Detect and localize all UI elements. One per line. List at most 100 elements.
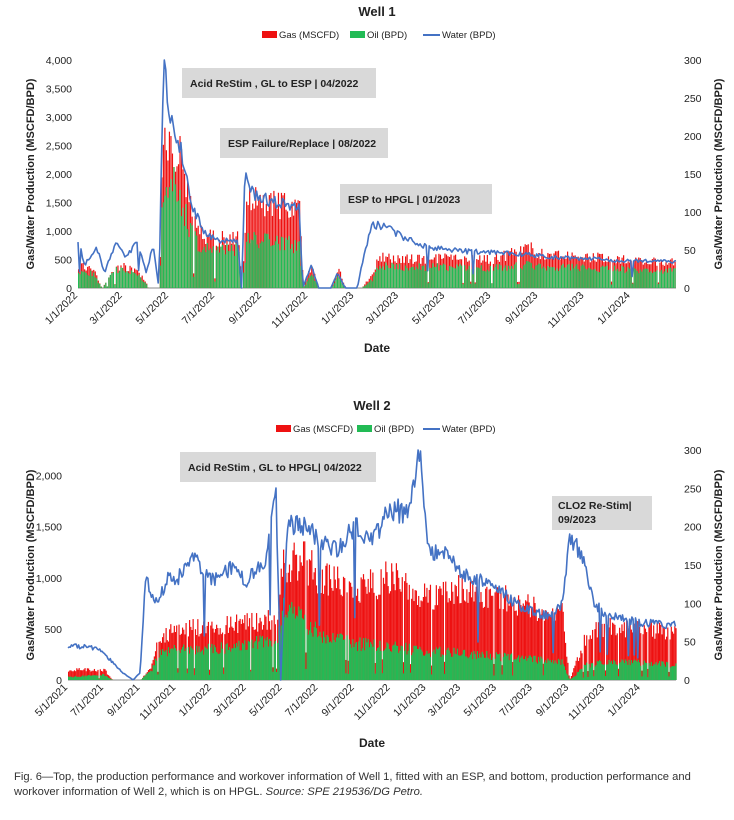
gas-bar bbox=[342, 576, 345, 680]
oil-bar bbox=[500, 661, 502, 680]
oil-bar bbox=[215, 250, 217, 288]
gas-bar bbox=[533, 596, 535, 680]
oil-bar bbox=[438, 270, 440, 288]
oil-bar bbox=[392, 645, 394, 680]
oil-bar bbox=[289, 248, 292, 288]
oil-bar bbox=[524, 264, 526, 288]
oil-bar bbox=[621, 659, 623, 680]
oil-bar bbox=[280, 236, 283, 288]
gas-bar bbox=[601, 623, 603, 680]
oil-bar bbox=[252, 648, 254, 680]
oil-bar bbox=[160, 655, 163, 680]
gas-bar bbox=[581, 653, 583, 680]
gas-bar bbox=[358, 601, 360, 680]
oil-bar bbox=[260, 637, 262, 680]
y-tick-label: 2,500 bbox=[46, 141, 72, 153]
gas-bar bbox=[502, 609, 504, 680]
oil-bar bbox=[610, 284, 613, 288]
gas-bar bbox=[392, 571, 394, 680]
gas-bar bbox=[352, 597, 354, 680]
oil-bar bbox=[673, 666, 675, 680]
oil-bar bbox=[117, 272, 119, 288]
oil-bar bbox=[616, 268, 619, 288]
gas-bar bbox=[426, 587, 428, 680]
oil-bar bbox=[456, 264, 458, 288]
y-tick-label: 2,000 bbox=[46, 169, 72, 181]
oil-bar bbox=[630, 268, 632, 288]
gas-bar bbox=[344, 578, 346, 680]
oil-bar bbox=[341, 634, 343, 680]
gas-bar bbox=[462, 588, 464, 680]
oil-bar bbox=[239, 650, 241, 680]
oil-bar bbox=[570, 270, 572, 288]
oil-bar bbox=[298, 606, 300, 680]
oil-bar bbox=[162, 202, 164, 288]
oil-bar bbox=[412, 266, 414, 288]
oil-bar bbox=[217, 246, 219, 288]
oil-bar bbox=[660, 269, 663, 288]
oil-bar bbox=[233, 644, 235, 680]
oil-bar bbox=[529, 261, 531, 288]
oil-bar bbox=[657, 283, 660, 288]
gas-bar bbox=[429, 584, 432, 680]
gas-bar bbox=[69, 670, 71, 680]
gas-bar bbox=[193, 668, 195, 680]
gas-bar bbox=[485, 588, 487, 680]
y2-tick-label: 50 bbox=[684, 245, 696, 257]
oil-bar bbox=[522, 658, 524, 680]
oil-bar bbox=[566, 264, 569, 288]
oil-bar bbox=[491, 283, 493, 288]
oil-bar bbox=[662, 661, 664, 680]
oil-bar bbox=[344, 639, 346, 680]
oil-bar bbox=[205, 647, 207, 680]
oil-bar bbox=[259, 635, 261, 680]
gas-bar bbox=[463, 600, 466, 680]
gas-bar bbox=[619, 627, 621, 680]
oil-bar bbox=[70, 676, 72, 680]
oil-bar bbox=[146, 284, 148, 288]
oil-bar bbox=[145, 674, 147, 680]
oil-bar bbox=[547, 266, 549, 288]
oil-bar bbox=[478, 657, 480, 680]
oil-bar bbox=[563, 267, 566, 288]
oil-bar bbox=[115, 267, 118, 288]
oil-bar bbox=[404, 650, 406, 680]
gas-bar bbox=[560, 606, 562, 680]
y2-tick-label: 200 bbox=[684, 522, 702, 534]
oil-bar bbox=[87, 675, 90, 680]
gas-bar bbox=[324, 585, 326, 680]
gas-bar bbox=[593, 670, 595, 680]
oil-bar bbox=[636, 271, 638, 288]
oil-bar bbox=[377, 269, 379, 288]
gas-bar bbox=[635, 625, 637, 680]
oil-bar bbox=[482, 270, 484, 288]
annotation-text: Acid ReStim , GL to ESP | 04/2022 bbox=[190, 78, 358, 90]
oil-bar bbox=[220, 642, 222, 680]
oil-bar bbox=[448, 265, 451, 288]
gas-bar bbox=[434, 605, 436, 680]
gas-bar bbox=[641, 670, 643, 680]
gas-bar bbox=[197, 619, 199, 680]
oil-bar bbox=[140, 679, 143, 680]
oil-bar bbox=[109, 678, 111, 680]
oil-bar bbox=[211, 643, 213, 680]
gas-bar bbox=[650, 621, 652, 680]
oil-bar bbox=[590, 663, 593, 680]
gas-bar bbox=[517, 595, 520, 680]
gas-bar bbox=[530, 606, 533, 680]
oil-bar bbox=[233, 255, 236, 288]
oil-bar bbox=[106, 286, 108, 288]
gas-bar bbox=[671, 631, 674, 680]
annotation-text: 09/2023 bbox=[558, 514, 596, 526]
oil-bar bbox=[177, 672, 179, 680]
oil-bar bbox=[204, 646, 206, 680]
gas-bar bbox=[87, 668, 90, 680]
gas-bar bbox=[337, 566, 339, 680]
x-tick-label: 1/1/2023 bbox=[391, 682, 428, 719]
x-tick-label: 9/1/2023 bbox=[503, 290, 540, 327]
oil-bar bbox=[246, 241, 248, 288]
oil-bar bbox=[285, 614, 287, 680]
oil-bar bbox=[206, 243, 208, 288]
oil-bar bbox=[230, 244, 233, 288]
chart-title: Well 1 bbox=[358, 4, 395, 19]
